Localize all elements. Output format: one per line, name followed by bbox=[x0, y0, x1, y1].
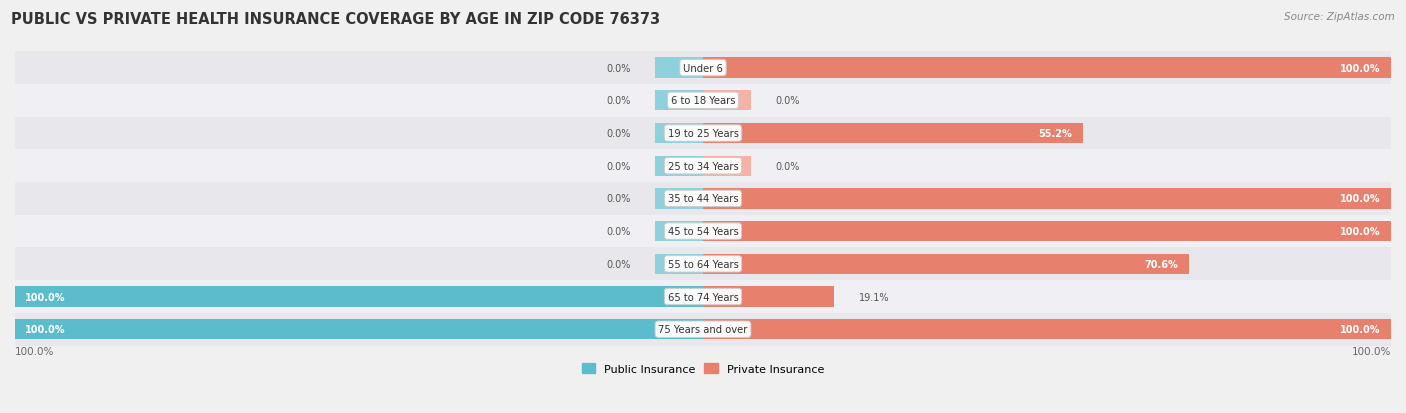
Text: 0.0%: 0.0% bbox=[606, 161, 631, 171]
Bar bbox=[703, 123, 1083, 144]
Bar bbox=[15, 150, 1391, 183]
Text: 75 Years and over: 75 Years and over bbox=[658, 325, 748, 335]
Bar bbox=[15, 52, 1391, 85]
Text: 0.0%: 0.0% bbox=[775, 161, 800, 171]
Bar bbox=[15, 313, 1391, 346]
Bar bbox=[703, 156, 751, 176]
Bar bbox=[655, 221, 703, 242]
Bar bbox=[703, 221, 1391, 242]
Bar bbox=[703, 287, 834, 307]
Text: 65 to 74 Years: 65 to 74 Years bbox=[668, 292, 738, 302]
Text: 100.0%: 100.0% bbox=[1340, 227, 1381, 237]
Bar bbox=[703, 58, 1391, 78]
Bar bbox=[655, 156, 703, 176]
Text: 70.6%: 70.6% bbox=[1144, 259, 1178, 269]
Text: 100.0%: 100.0% bbox=[1340, 64, 1381, 74]
Text: PUBLIC VS PRIVATE HEALTH INSURANCE COVERAGE BY AGE IN ZIP CODE 76373: PUBLIC VS PRIVATE HEALTH INSURANCE COVER… bbox=[11, 12, 661, 27]
Text: 0.0%: 0.0% bbox=[606, 129, 631, 139]
Bar bbox=[15, 248, 1391, 280]
Text: 0.0%: 0.0% bbox=[606, 96, 631, 106]
Bar bbox=[703, 319, 1391, 339]
Text: 100.0%: 100.0% bbox=[1351, 346, 1391, 356]
Bar bbox=[655, 189, 703, 209]
Text: 100.0%: 100.0% bbox=[1340, 325, 1381, 335]
Text: 100.0%: 100.0% bbox=[25, 325, 66, 335]
Text: 0.0%: 0.0% bbox=[606, 194, 631, 204]
Text: 0.0%: 0.0% bbox=[606, 259, 631, 269]
Bar bbox=[15, 85, 1391, 117]
Text: 19 to 25 Years: 19 to 25 Years bbox=[668, 129, 738, 139]
Text: 19.1%: 19.1% bbox=[859, 292, 889, 302]
Bar bbox=[703, 91, 751, 111]
Text: 35 to 44 Years: 35 to 44 Years bbox=[668, 194, 738, 204]
Text: Under 6: Under 6 bbox=[683, 64, 723, 74]
Bar bbox=[15, 287, 703, 307]
Legend: Public Insurance, Private Insurance: Public Insurance, Private Insurance bbox=[578, 359, 828, 378]
Bar bbox=[15, 280, 1391, 313]
Text: 25 to 34 Years: 25 to 34 Years bbox=[668, 161, 738, 171]
Bar bbox=[655, 91, 703, 111]
Text: 0.0%: 0.0% bbox=[606, 64, 631, 74]
Text: 45 to 54 Years: 45 to 54 Years bbox=[668, 227, 738, 237]
Bar bbox=[15, 183, 1391, 215]
Text: Source: ZipAtlas.com: Source: ZipAtlas.com bbox=[1284, 12, 1395, 22]
Bar bbox=[15, 117, 1391, 150]
Text: 6 to 18 Years: 6 to 18 Years bbox=[671, 96, 735, 106]
Bar bbox=[15, 215, 1391, 248]
Bar bbox=[655, 254, 703, 274]
Text: 0.0%: 0.0% bbox=[606, 227, 631, 237]
Bar bbox=[703, 189, 1391, 209]
Bar bbox=[703, 254, 1188, 274]
Text: 100.0%: 100.0% bbox=[15, 346, 55, 356]
Bar bbox=[15, 319, 703, 339]
Text: 0.0%: 0.0% bbox=[775, 96, 800, 106]
Text: 55 to 64 Years: 55 to 64 Years bbox=[668, 259, 738, 269]
Text: 55.2%: 55.2% bbox=[1039, 129, 1073, 139]
Text: 100.0%: 100.0% bbox=[25, 292, 66, 302]
Bar bbox=[655, 123, 703, 144]
Bar bbox=[655, 58, 703, 78]
Text: 100.0%: 100.0% bbox=[1340, 194, 1381, 204]
